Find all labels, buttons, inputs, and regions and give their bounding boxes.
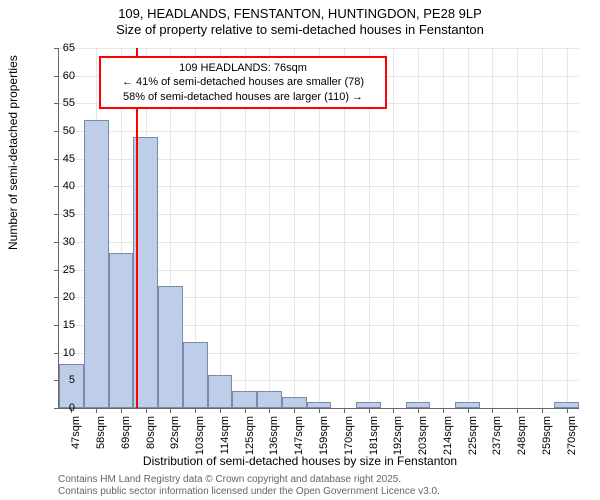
footer-line1: Contains HM Land Registry data © Crown c… bbox=[58, 474, 440, 486]
x-tick-mark bbox=[121, 408, 122, 413]
x-tick-mark bbox=[542, 408, 543, 413]
x-axis-label: Distribution of semi-detached houses by … bbox=[0, 454, 600, 468]
x-tick-mark bbox=[567, 408, 568, 413]
x-tick-label: 47sqm bbox=[70, 416, 82, 456]
chart-container: 109, HEADLANDS, FENSTANTON, HUNTINGDON, … bbox=[0, 0, 600, 500]
histogram-bar bbox=[84, 120, 109, 408]
x-tick-label: 203sqm bbox=[417, 416, 429, 456]
histogram-bar bbox=[232, 391, 257, 408]
histogram-bar bbox=[109, 253, 134, 408]
plot-area: 109 HEADLANDS: 76sqm← 41% of semi-detach… bbox=[58, 48, 579, 409]
y-tick-label: 65 bbox=[55, 42, 75, 54]
x-tick-label: 181sqm bbox=[368, 416, 380, 456]
x-tick-mark bbox=[517, 408, 518, 413]
y-tick-label: 40 bbox=[55, 180, 75, 192]
footer-line2: Contains public sector information licen… bbox=[58, 486, 440, 498]
x-tick-mark bbox=[146, 408, 147, 413]
y-tick-label: 15 bbox=[55, 319, 75, 331]
title-main: 109, HEADLANDS, FENSTANTON, HUNTINGDON, … bbox=[0, 6, 600, 22]
y-tick-label: 50 bbox=[55, 125, 75, 137]
annotation-box: 109 HEADLANDS: 76sqm← 41% of semi-detach… bbox=[99, 56, 387, 109]
y-tick-label: 35 bbox=[55, 208, 75, 220]
title-sub: Size of property relative to semi-detach… bbox=[0, 22, 600, 38]
x-tick-mark bbox=[492, 408, 493, 413]
x-tick-label: 103sqm bbox=[194, 416, 206, 456]
x-tick-mark bbox=[319, 408, 320, 413]
x-tick-mark bbox=[96, 408, 97, 413]
x-tick-label: 248sqm bbox=[516, 416, 528, 456]
x-tick-mark bbox=[393, 408, 394, 413]
x-tick-label: 214sqm bbox=[442, 416, 454, 456]
y-tick-label: 20 bbox=[55, 291, 75, 303]
y-tick-label: 45 bbox=[55, 153, 75, 165]
x-tick-label: 58sqm bbox=[95, 416, 107, 456]
histogram-bar bbox=[183, 342, 208, 408]
histogram-bar bbox=[257, 391, 282, 408]
histogram-bar bbox=[282, 397, 307, 408]
x-tick-label: 92sqm bbox=[169, 416, 181, 456]
x-tick-mark bbox=[294, 408, 295, 413]
y-tick-label: 10 bbox=[55, 347, 75, 359]
annotation-title: 109 HEADLANDS: 76sqm bbox=[107, 61, 379, 75]
histogram-bar bbox=[208, 375, 233, 408]
x-tick-mark bbox=[468, 408, 469, 413]
x-tick-label: 270sqm bbox=[566, 416, 578, 456]
y-tick-label: 0 bbox=[55, 402, 75, 414]
x-tick-label: 225sqm bbox=[467, 416, 479, 456]
x-tick-mark bbox=[170, 408, 171, 413]
y-tick-label: 60 bbox=[55, 70, 75, 82]
x-tick-label: 259sqm bbox=[541, 416, 553, 456]
x-tick-mark bbox=[369, 408, 370, 413]
x-tick-mark bbox=[418, 408, 419, 413]
x-tick-label: 147sqm bbox=[293, 416, 305, 456]
x-tick-mark bbox=[220, 408, 221, 413]
x-tick-label: 80sqm bbox=[145, 416, 157, 456]
y-tick-label: 30 bbox=[55, 236, 75, 248]
histogram-bar bbox=[158, 286, 183, 408]
x-tick-label: 192sqm bbox=[392, 416, 404, 456]
y-tick-label: 55 bbox=[55, 97, 75, 109]
y-tick-label: 25 bbox=[55, 264, 75, 276]
x-tick-label: 159sqm bbox=[318, 416, 330, 456]
x-tick-label: 136sqm bbox=[268, 416, 280, 456]
x-tick-mark bbox=[344, 408, 345, 413]
x-tick-mark bbox=[245, 408, 246, 413]
annotation-line1: ← 41% of semi-detached houses are smalle… bbox=[107, 75, 379, 89]
y-axis-label: Number of semi-detached properties bbox=[6, 55, 20, 250]
x-tick-mark bbox=[443, 408, 444, 413]
x-tick-mark bbox=[195, 408, 196, 413]
annotation-line2: 58% of semi-detached houses are larger (… bbox=[107, 90, 379, 104]
y-tick-label: 5 bbox=[55, 374, 75, 386]
x-tick-label: 237sqm bbox=[491, 416, 503, 456]
x-tick-mark bbox=[269, 408, 270, 413]
title-block: 109, HEADLANDS, FENSTANTON, HUNTINGDON, … bbox=[0, 0, 600, 39]
x-tick-label: 125sqm bbox=[244, 416, 256, 456]
x-tick-label: 69sqm bbox=[120, 416, 132, 456]
footer: Contains HM Land Registry data © Crown c… bbox=[58, 474, 440, 498]
x-tick-label: 170sqm bbox=[343, 416, 355, 456]
x-tick-label: 114sqm bbox=[219, 416, 231, 456]
